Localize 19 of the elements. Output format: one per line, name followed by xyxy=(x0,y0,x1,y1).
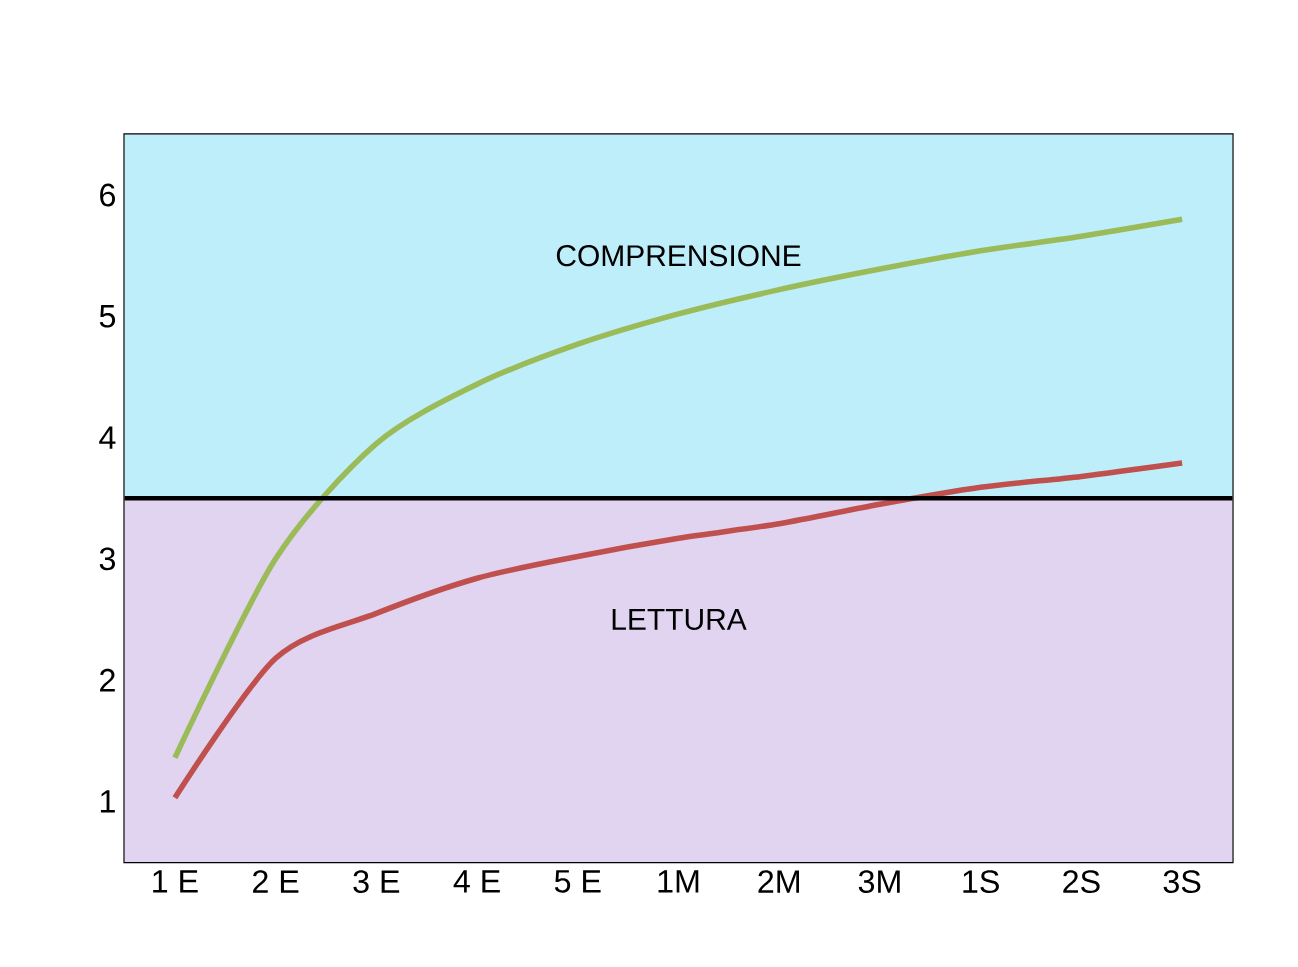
x-tick-label: 3S xyxy=(1163,870,1201,894)
x-tick-label: 3M xyxy=(858,870,900,894)
y-tick-label: 5 xyxy=(99,305,116,328)
x-tick-label: 3 E xyxy=(353,870,400,894)
y-tick-label: 3 xyxy=(99,547,115,571)
band-label: COMPRENSIONE xyxy=(556,245,801,267)
band-label: LETTURA xyxy=(612,609,747,630)
x-tick-label: 4 E xyxy=(453,870,500,893)
y-tick-label: 4 xyxy=(99,426,116,449)
y-tick-label: 6 xyxy=(100,183,115,207)
x-tick-label: 1S xyxy=(963,870,999,894)
x-tick-label: 1 E xyxy=(153,870,198,893)
x-tick-label: 2S xyxy=(1063,870,1100,894)
y-tick-label: 1 xyxy=(100,790,115,813)
x-tick-label: 2M xyxy=(758,870,799,893)
x-tick-label: 2 E xyxy=(253,870,299,893)
x-tick-label: 5 E xyxy=(554,870,601,893)
x-tick-label: 1M xyxy=(658,870,699,893)
y-tick-label: 2 xyxy=(100,668,115,692)
